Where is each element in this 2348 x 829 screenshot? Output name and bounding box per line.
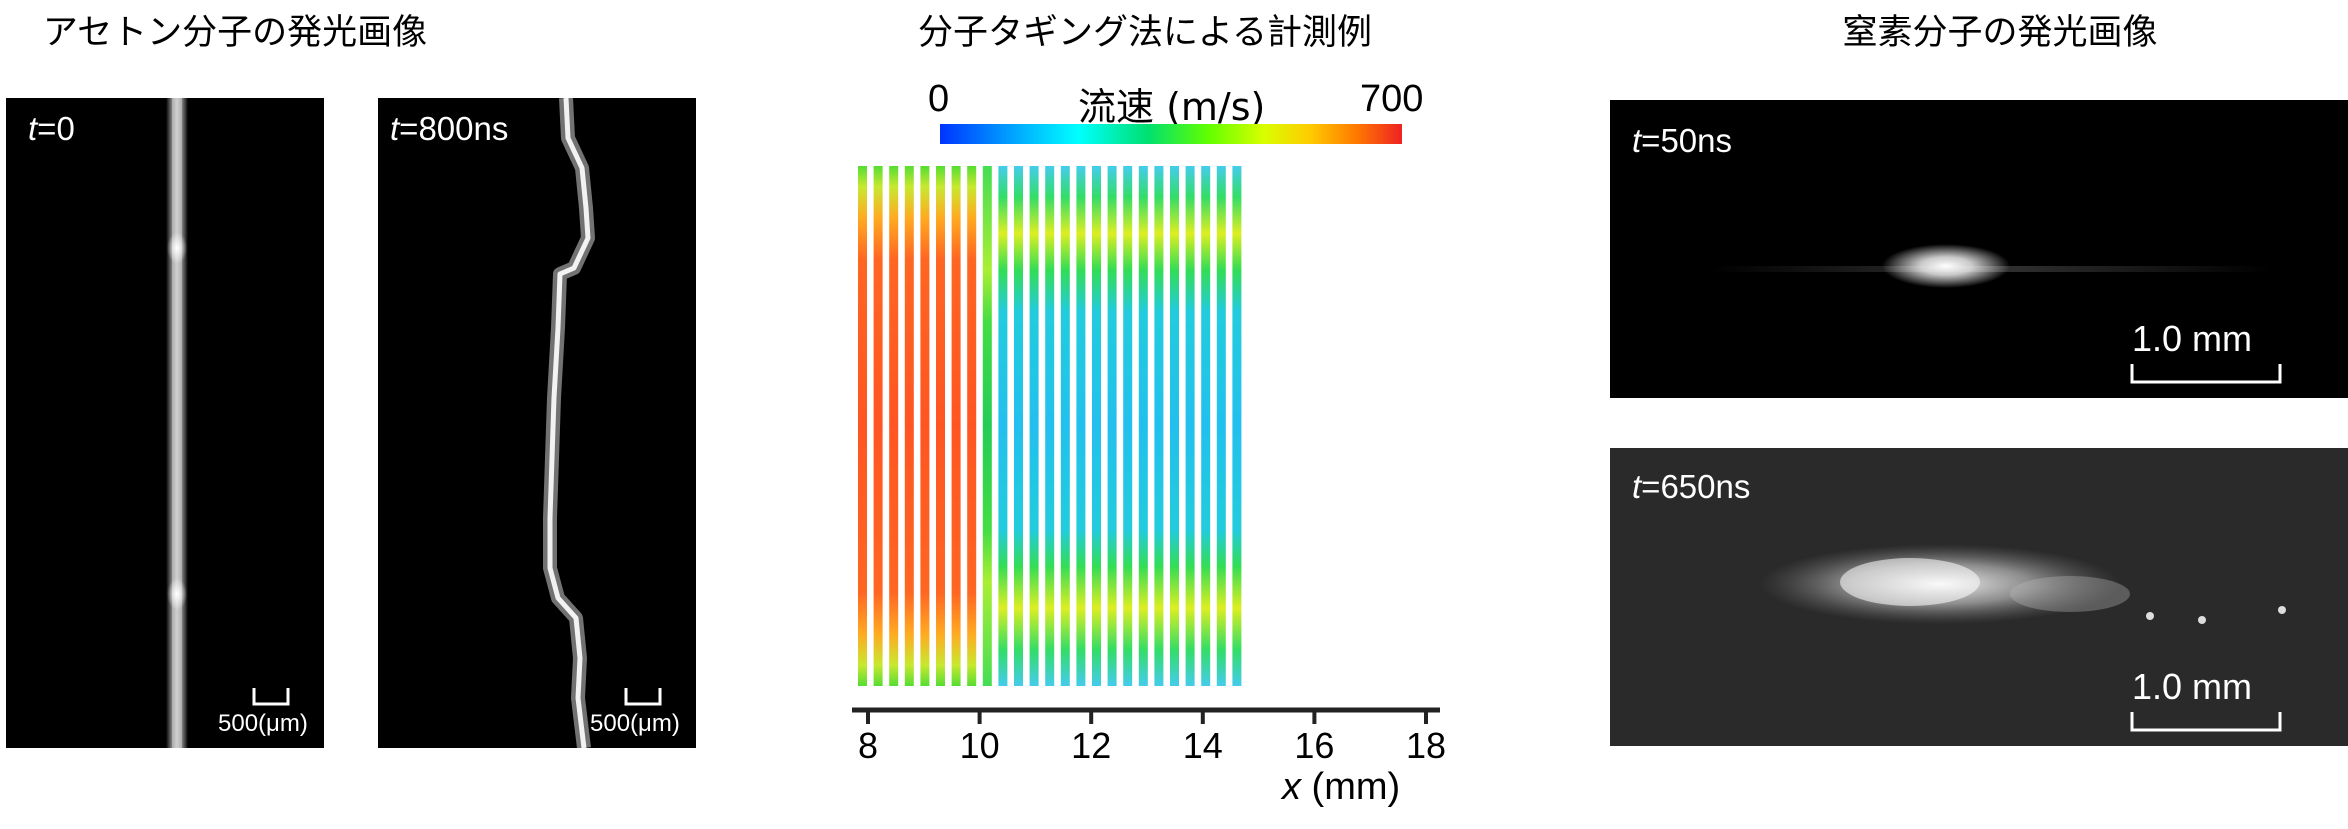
x-tick-label: 18	[1406, 725, 1446, 766]
tagging-title: 分子タギング法による計測例	[918, 13, 1372, 53]
colorbar-title: 流速 (m/s)	[1078, 85, 1266, 129]
x-tick-label: 10	[960, 725, 1000, 766]
nitrogen-t650-scale-bar	[2130, 712, 2282, 732]
velocity-stripe	[1029, 166, 1039, 686]
nitrogen-image-t50ns: t=50ns 1.0 mm	[1610, 100, 2348, 398]
velocity-stripe	[998, 166, 1008, 686]
velocity-stripe	[1201, 166, 1211, 686]
nitrogen-title: 窒素分子の発光画像	[1842, 13, 2158, 53]
nitrogen-t650-scale-label: 1.0 mm	[2132, 666, 2253, 707]
velocity-stripe	[1232, 166, 1242, 686]
velocity-stripe	[1092, 166, 1101, 686]
velocity-stripe	[1060, 166, 1070, 686]
x-tick-label: 8	[858, 725, 878, 766]
velocity-stripe	[982, 166, 992, 686]
x-tick-label: 14	[1183, 725, 1223, 766]
acetone-t0-emission-line	[166, 98, 188, 748]
acetone-t0-scale-label: 500(μm)	[218, 710, 308, 737]
velocity-stripe	[1154, 166, 1164, 686]
acetone-t800-label: t=800ns	[390, 110, 509, 147]
nitrogen-t650-emission-cloud	[1760, 544, 2286, 624]
velocity-stripe	[1170, 166, 1179, 686]
x-tick-label: 12	[1071, 725, 1111, 766]
nitrogen-t50-scale-label: 1.0 mm	[2132, 318, 2253, 359]
velocity-stripe	[1045, 166, 1055, 686]
acetone-t800-scale-bar	[624, 688, 662, 706]
velocity-stripe	[1123, 166, 1133, 686]
velocity-heatmap	[858, 166, 1242, 686]
x-axis-title: x (mm)	[1282, 766, 1401, 808]
velocity-stripe	[951, 166, 961, 686]
nitrogen-t50-emission-spot	[1710, 244, 2270, 288]
velocity-stripe	[920, 166, 930, 686]
velocity-stripe	[1076, 166, 1086, 686]
velocity-stripe	[858, 166, 867, 686]
acetone-t0-scale-bar	[252, 688, 290, 706]
acetone-t800-scale-label: 500(μm)	[590, 710, 680, 737]
acetone-title: アセトン分子の発光画像	[42, 13, 428, 53]
x-tick-label: 16	[1294, 725, 1334, 766]
velocity-stripe	[1185, 166, 1195, 686]
acetone-t0-label: t=0	[28, 110, 75, 147]
colorbar-min-label: 0	[928, 78, 950, 120]
velocity-stripe	[904, 166, 914, 686]
nitrogen-t50-scale-bar	[2130, 364, 2282, 384]
nitrogen-image-t650ns: t=650ns 1.0 mm	[1610, 448, 2348, 746]
acetone-image-t800ns: t=800ns 500(μm)	[378, 98, 696, 748]
velocity-stripe	[873, 166, 883, 686]
acetone-image-t0: t=0 500(μm)	[6, 98, 324, 748]
colorbar-max-label: 700	[1360, 78, 1424, 120]
nitrogen-t50-label: t=50ns	[1632, 122, 1733, 159]
velocity-stripe	[1107, 166, 1117, 686]
colorbar-gradient	[940, 124, 1402, 144]
velocity-stripe	[967, 166, 977, 686]
velocity-stripe	[1014, 166, 1023, 686]
velocity-stripe	[1138, 166, 1148, 686]
acetone-t800-emission-line	[543, 98, 595, 748]
velocity-stripe	[889, 166, 899, 686]
x-axis: 8 10 12 14 16 18	[852, 707, 1446, 766]
velocity-stripe	[1216, 166, 1226, 686]
velocity-stripe	[936, 166, 945, 686]
nitrogen-t650-label: t=650ns	[1632, 468, 1751, 505]
